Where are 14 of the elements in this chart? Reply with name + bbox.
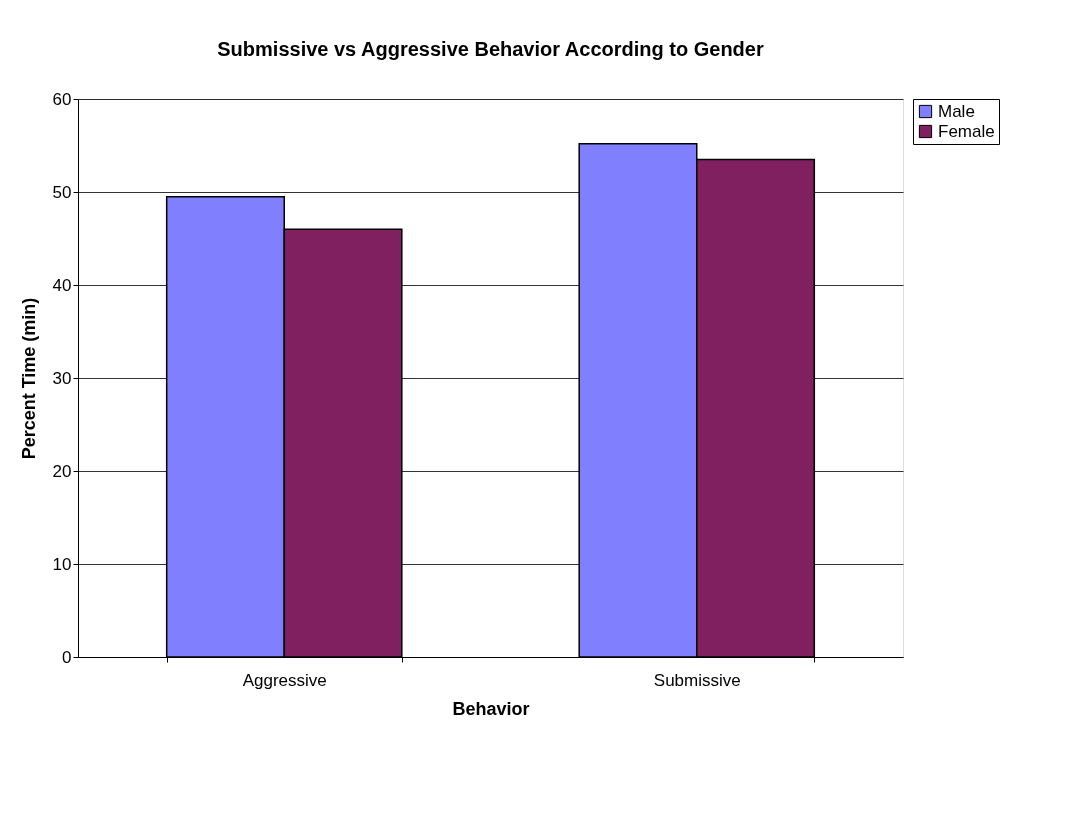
chart-title: Submissive vs Aggressive Behavior According to Gender [217, 38, 764, 60]
y-tick-label: 0 [62, 647, 72, 667]
x-tick-label: Submissive [653, 670, 741, 690]
y-tick-label: 30 [52, 368, 72, 388]
y-tick-label: 50 [52, 182, 72, 202]
y-tick-label: 10 [52, 554, 72, 574]
y-tick-label: 20 [52, 461, 72, 481]
x-tick-label: Aggressive [242, 670, 327, 690]
legend-label: Female [938, 121, 995, 141]
x-axis-title: Behavior [452, 698, 530, 719]
legend-label: Male [938, 101, 975, 121]
y-tick-label: 40 [52, 275, 72, 295]
y-tick-label: 60 [52, 89, 72, 109]
y-axis-title: Percent Time (min) [18, 297, 39, 460]
